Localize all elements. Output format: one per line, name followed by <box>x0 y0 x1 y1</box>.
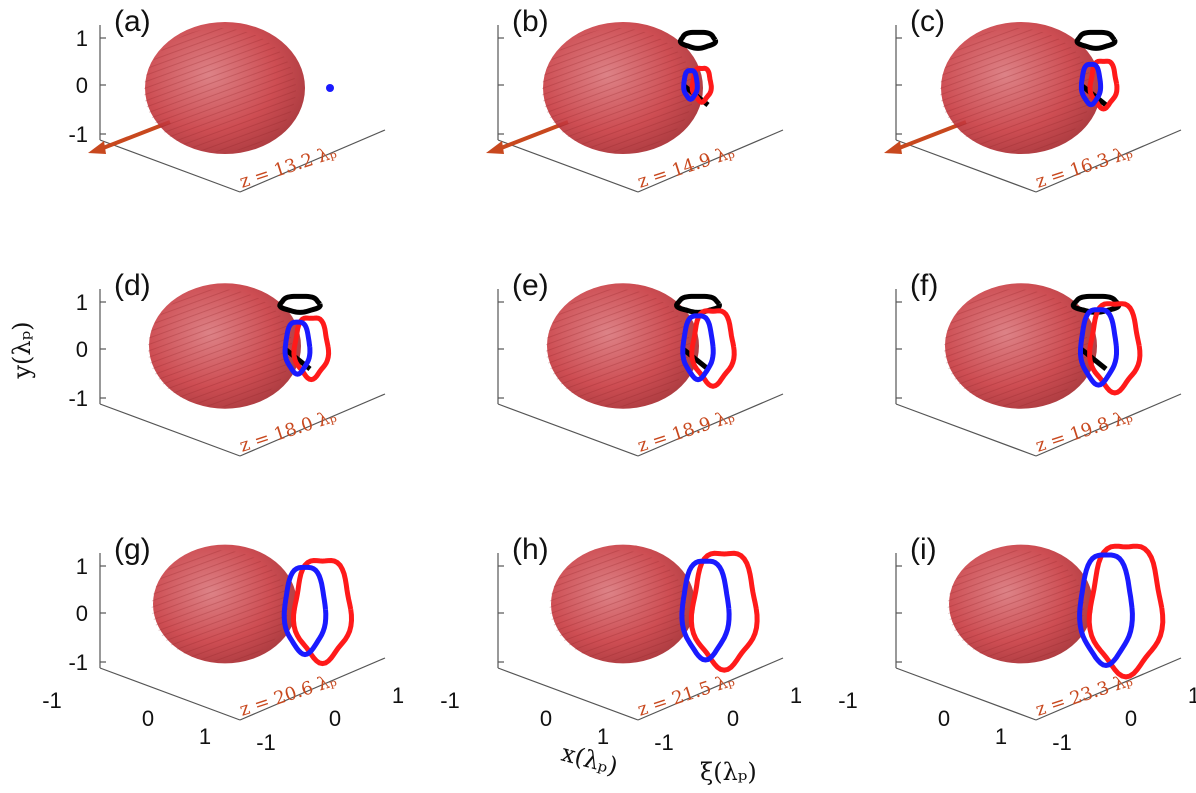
x-tick-label: 0 <box>540 706 552 731</box>
xi-tick-label: -1 <box>1052 730 1072 755</box>
y-tick-label: 0 <box>76 73 88 98</box>
bubble-texture <box>144 28 296 152</box>
floor-edge <box>498 404 638 456</box>
xi-tick-label: 0 <box>329 706 341 731</box>
panel-label: (d) <box>114 269 151 302</box>
electron-blue <box>326 84 334 92</box>
x-tick-label: 1 <box>597 724 609 749</box>
y-tick-label: -1 <box>68 386 88 411</box>
bubble-texture <box>542 28 694 152</box>
xi-tick-label: 0 <box>1125 706 1137 731</box>
electron-black <box>280 296 320 312</box>
panel-label: (e) <box>512 269 549 302</box>
y-tick-label: 0 <box>76 337 88 362</box>
x-tick-label: 1 <box>995 724 1007 749</box>
xi-tick-label: -1 <box>256 730 276 755</box>
xi-tick-label: 1 <box>790 683 802 708</box>
z-position-label: z = 21.5 λₚ <box>635 670 737 721</box>
bubble-texture <box>148 289 292 407</box>
z-position-label: z = 23.3 λₚ <box>1033 670 1135 721</box>
bubble-texture <box>152 550 289 662</box>
floor-edge <box>896 668 1036 720</box>
z-position-label: z = 18.0 λₚ <box>237 406 339 457</box>
floor-edge <box>498 668 638 720</box>
bubble-texture <box>948 550 1085 662</box>
x-tick-label: 0 <box>142 706 154 731</box>
x-tick-label: -1 <box>440 688 460 713</box>
y-tick-label: -1 <box>68 650 88 675</box>
x-axis-title: x(λₚ) <box>558 739 620 781</box>
y-tick-label: 1 <box>76 26 88 51</box>
panel-label: (f) <box>910 269 938 302</box>
bubble-texture <box>940 28 1092 152</box>
panel-label: (c) <box>910 5 945 38</box>
panel-label: (a) <box>114 5 151 38</box>
x-tick-label: 0 <box>938 706 950 731</box>
panel: (b)z = 14.9 λₚ <box>486 5 783 193</box>
xi-tick-label: -1 <box>654 730 674 755</box>
panel: (h) z = 21.5 λₚ -1 0 1 -1 0 1 <box>440 533 802 755</box>
arrow-head <box>486 141 504 154</box>
floor-edge <box>896 404 1036 456</box>
x-tick-label: -1 <box>42 688 62 713</box>
xi-tick-label: 1 <box>392 683 404 708</box>
panel: 1 0 -1 (g) z = 20.6 λₚ -1 0 1 -1 0 1 <box>42 533 404 755</box>
z-position-label: z = 18.9 λₚ <box>635 406 737 457</box>
floor-edge <box>100 668 240 720</box>
arrow-head <box>884 141 902 154</box>
electron-black <box>680 32 715 48</box>
panel-label: (i) <box>910 533 937 566</box>
floor-edge <box>100 404 240 456</box>
bubble-texture <box>550 550 687 662</box>
xi-tick-label: 1 <box>1188 683 1196 708</box>
panel: (e) z = 18.9 λₚ <box>498 269 783 457</box>
y-tick-label: 1 <box>76 290 88 315</box>
xi-tick-label: 0 <box>727 706 739 731</box>
figure: y(λₚ) x(λₚ) ξ(λₚ) 10-1(a)z = 13.2 λₚ(b)z… <box>0 0 1196 793</box>
z-position-label: z = 20.6 λₚ <box>237 670 339 721</box>
y-tick-label: -1 <box>68 122 88 147</box>
panel: (c)z = 16.3 λₚ <box>884 5 1181 193</box>
electron-black <box>1077 32 1115 48</box>
x-tick-label: -1 <box>838 688 858 713</box>
x-tick-label: 1 <box>199 724 211 749</box>
arrow-head <box>88 141 106 154</box>
panel-label: (h) <box>512 533 549 566</box>
y-tick-label: 1 <box>76 554 88 579</box>
y-tick-label: 0 <box>76 601 88 626</box>
panel: 10-1(a)z = 13.2 λₚ <box>68 5 385 193</box>
panel-label: (g) <box>114 533 151 566</box>
panel: (f) z = 19.8 λₚ <box>896 269 1181 457</box>
y-axis-title: y(λₚ) <box>8 321 36 379</box>
z-position-label: z = 19.8 λₚ <box>1033 406 1135 457</box>
electron-red <box>294 561 352 664</box>
panel: 1 0 -1 (d) z = 18.0 λₚ <box>68 269 385 457</box>
panel-label: (b) <box>512 5 549 38</box>
bubble-texture <box>944 289 1088 407</box>
bubble-texture <box>546 289 690 407</box>
xi-axis-title: ξ(λₚ) <box>700 758 757 786</box>
panel: (i) z = 23.3 λₚ -1 0 1 -1 0 1 <box>838 533 1196 755</box>
